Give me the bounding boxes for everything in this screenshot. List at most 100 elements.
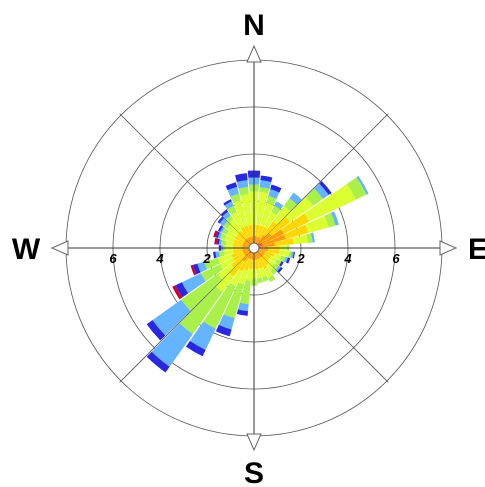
bar-dir-60-band-4: [346, 177, 367, 200]
grid-spoke-45: [253, 113, 389, 249]
bar-dir-100-band-4: [288, 251, 292, 258]
grid-spoke-315: [119, 113, 255, 249]
bar-dir-210-band-2: [239, 257, 249, 272]
bar-dir-320-band-5: [222, 211, 231, 220]
bar-dir-130-band-2: [262, 254, 270, 262]
bar-dir-30-band-5: [274, 201, 284, 210]
bar-dir-340-band-1: [249, 236, 253, 244]
wind-bars: [146, 170, 369, 373]
bar-dir-20-band-6: [270, 184, 282, 193]
bar-dir-50-band-1: [259, 233, 272, 244]
bar-dir-280-band-3: [225, 240, 234, 247]
bar-dir-60-band-5: [356, 175, 369, 195]
bar-dir-30-band-2: [259, 226, 268, 239]
grid-spoke-135: [253, 247, 389, 383]
bar-dir-160-band-1: [255, 252, 259, 260]
bar-dir-290-band-2: [233, 239, 244, 245]
bar-dir-140-band-4: [270, 268, 278, 275]
bar-dir-130-band-1: [257, 250, 264, 257]
bar-dir-100-band-3: [279, 250, 290, 257]
bar-dir-330-band-3: [231, 211, 244, 229]
grid-spoke-225: [119, 247, 255, 383]
bar-dir-250-band-2: [231, 251, 244, 258]
cardinal-label-west: W: [12, 233, 41, 266]
bar-dir-210-band-4: [203, 282, 236, 329]
bar-dir-250-band-5: [197, 261, 207, 273]
bar-dir-310-band-3: [227, 224, 239, 236]
bar-dir-310-band-6: [217, 216, 224, 224]
bar-dir-230-band-4: [181, 273, 223, 311]
bar-dir-300-band-3: [226, 230, 237, 239]
bar-dir-340-band-2: [244, 225, 251, 238]
bar-dir-110-band-5: [283, 256, 288, 263]
bar-dir-310-band-2: [236, 233, 246, 242]
bar-dir-110-band-4: [279, 255, 286, 262]
bar-dir-40-band-1: [256, 234, 266, 245]
bar-dir-20-band-2: [257, 225, 264, 238]
bar-dir-10-band-1: [254, 236, 257, 244]
bar-dir-280-band-1: [242, 245, 250, 248]
bar-dir-200-band-6: [215, 324, 232, 337]
bar-dir-290-band-5: [217, 232, 222, 239]
bar-dir-280-band-4: [221, 239, 227, 246]
bar-dir-200-band-3: [238, 269, 248, 285]
bar-dir-310-band-4: [223, 221, 231, 229]
bar-dir-300-band-4: [222, 227, 229, 235]
bar-dir-80-band-1: [260, 242, 276, 248]
bar-dir-280-band-6: [216, 238, 220, 245]
bar-dir-250-band-4: [204, 257, 220, 270]
bar-dir-290-band-3: [224, 235, 235, 243]
bar-dir-50-band-5: [314, 183, 329, 199]
bar-dir-280-band-7: [214, 237, 218, 245]
bar-dir-70-band-5: [330, 211, 339, 226]
bar-dir-20-band-4: [266, 195, 277, 206]
bar-dir-340-band-3: [233, 200, 248, 227]
bar-dir-320-band-1: [245, 238, 252, 245]
bar-dir-130-band-6: [277, 267, 283, 273]
bar-dir-160-band-3: [259, 267, 267, 278]
bar-dir-10-band-4: [259, 187, 270, 194]
bar-dir-20-band-1: [255, 236, 259, 244]
bar-dir-190-band-6: [236, 309, 249, 316]
bar-dir-230-band-2: [231, 254, 246, 268]
bar-dir-120-band-4: [275, 259, 282, 266]
bar-dir-190-band-2: [248, 259, 253, 270]
bar-dir-100-band-6: [292, 251, 295, 259]
bar-dir-60-band-1: [261, 229, 284, 244]
bar-dir-130-band-3: [267, 258, 276, 267]
bar-dir-20-band-5: [268, 189, 280, 199]
bar-dir-320-band-6: [221, 209, 229, 217]
bar-dir-240-band-7: [172, 285, 183, 300]
bar-dir-250-band-1: [242, 249, 250, 253]
bar-dir-210-band-3: [229, 269, 243, 287]
bar-dir-170-band-4: [256, 277, 263, 284]
bar-dir-10-band-2: [255, 224, 260, 237]
bar-dir-240-band-5: [181, 273, 206, 294]
bar-dir-120-band-3: [269, 256, 278, 263]
bar-dir-70-band-3: [305, 215, 329, 234]
bar-dir-140-band-1: [256, 251, 263, 258]
bar-dir-190-band-3: [245, 268, 253, 281]
bar-dir-10-band-6: [260, 175, 273, 183]
bar-dir-200-band-2: [244, 258, 251, 271]
bar-dir-260-band-4: [218, 250, 225, 257]
bar-dir-150-band-2: [259, 257, 268, 270]
bar-dir-150-band-1: [256, 251, 261, 259]
bar-dir-250-band-3: [217, 254, 233, 264]
bar-dir-100-band-5: [290, 251, 294, 259]
bar-dir-120-band-2: [263, 253, 271, 259]
bar-dir-40-band-4: [283, 198, 297, 212]
bar-dir-310-band-5: [219, 218, 228, 227]
bar-dir-240-band-1: [243, 250, 251, 255]
bar-dir-240-band-3: [220, 258, 235, 270]
bar-dir-330-band-1: [247, 237, 252, 245]
bar-dir-330-band-2: [240, 226, 249, 239]
arrow-east-icon: [439, 240, 458, 256]
compass-axes: [50, 44, 458, 452]
bar-dir-260-band-3: [223, 249, 234, 256]
bar-dir-120-band-6: [279, 261, 284, 267]
bar-dir-150-band-4: [268, 275, 276, 282]
bar-dir-230-band-5: [152, 299, 191, 336]
bar-dir-280-band-2: [232, 242, 243, 247]
bar-dir-250-band-7: [190, 264, 197, 276]
